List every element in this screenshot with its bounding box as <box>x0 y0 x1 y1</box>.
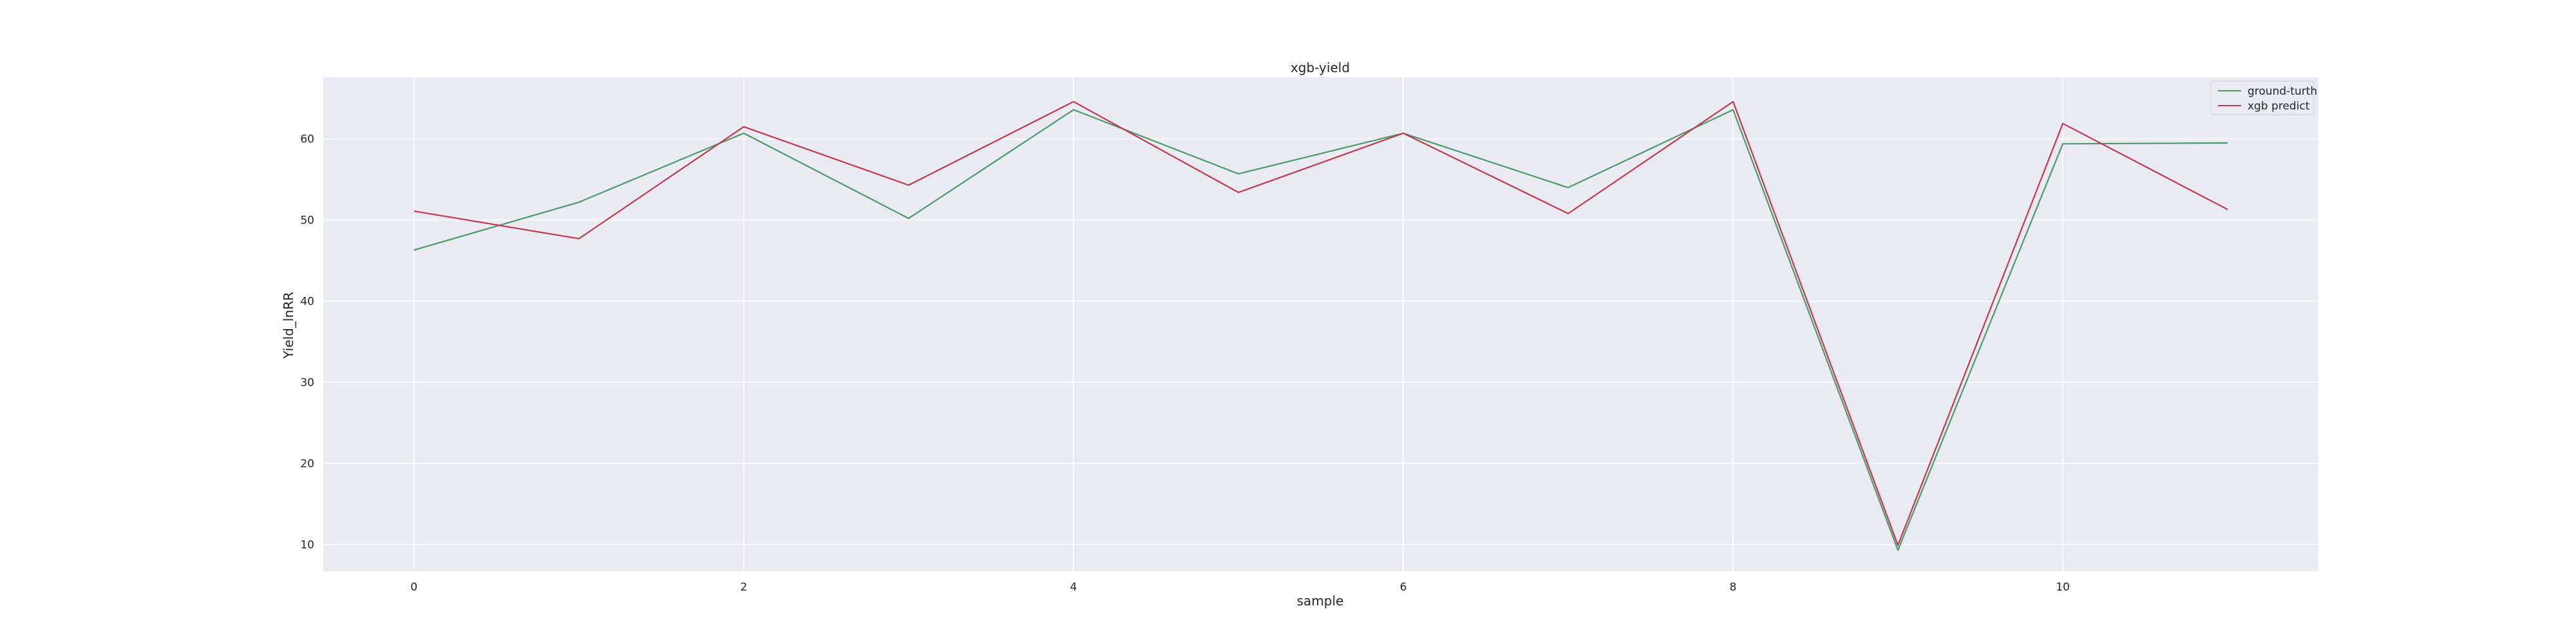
y-tick-label: 60 <box>300 133 314 146</box>
x-tick-label: 2 <box>740 581 747 594</box>
x-tick-label: 0 <box>410 581 417 594</box>
x-axis-label: sample <box>1297 593 1344 609</box>
plot-area <box>323 77 2318 571</box>
y-tick-label: 10 <box>300 538 314 551</box>
series-line-xgb-predict <box>413 100 2228 546</box>
y-tick-label: 30 <box>300 377 314 390</box>
x-tick-label: 10 <box>2056 581 2070 594</box>
y-tick-labels: 10 20 30 40 50 60 <box>300 133 314 552</box>
y-grid <box>323 138 2318 545</box>
x-grid <box>413 77 2063 571</box>
x-tick-label: 6 <box>1400 581 1407 594</box>
y-tick-label: 20 <box>300 457 314 470</box>
y-axis-label: Yield_lnRR <box>281 292 296 359</box>
x-tick-label: 4 <box>1070 581 1077 594</box>
x-tick-labels: 0 2 4 6 8 10 <box>410 581 2070 594</box>
y-tick-label: 50 <box>300 214 314 227</box>
chart-title: xgb-yield <box>1291 60 1350 75</box>
x-tick-label: 8 <box>1730 581 1737 594</box>
legend-label-ground-turth: ground-turth <box>2248 85 2317 98</box>
legend-label-xgb-predict: xgb predict <box>2248 100 2310 113</box>
y-tick-label: 40 <box>300 296 314 308</box>
series-layer <box>413 100 2228 551</box>
legend: ground-turth xgb predict <box>2210 80 2317 115</box>
